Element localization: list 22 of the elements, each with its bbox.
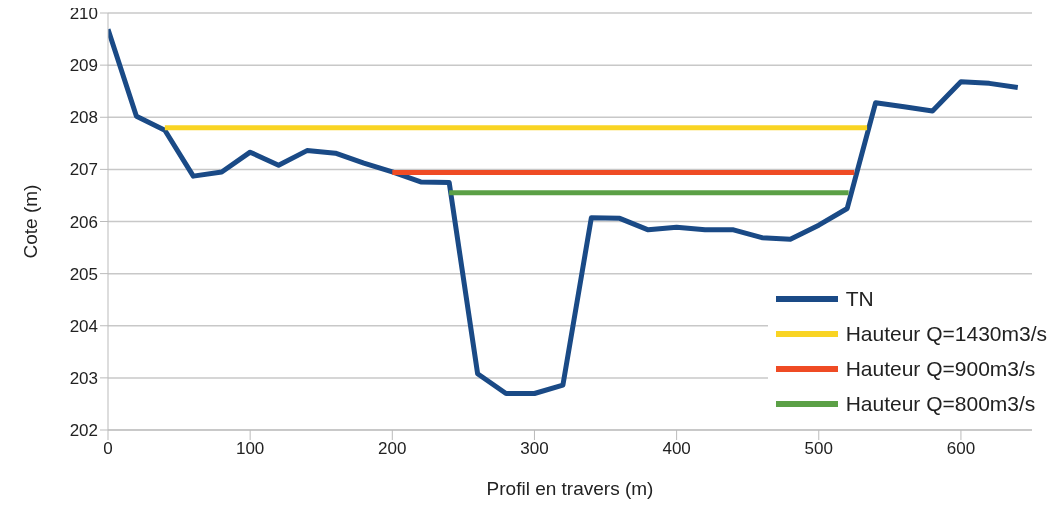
y-tick-label: 208 xyxy=(69,108,98,128)
y-tick-label: 206 xyxy=(69,212,98,232)
legend-label: Hauteur Q=1430m3/s xyxy=(845,321,1047,346)
x-tick-label: 200 xyxy=(378,439,407,459)
legend-label: Hauteur Q=800m3/s xyxy=(845,391,1036,416)
y-tick-label: 210 xyxy=(69,4,98,24)
x-tick-label: 100 xyxy=(235,439,265,459)
y-tick-label: 205 xyxy=(69,264,98,284)
legend-label: Hauteur Q=900m3/s xyxy=(845,356,1036,381)
x-tick-label: 0 xyxy=(103,439,113,459)
y-tick-label: 209 xyxy=(69,56,98,76)
y-axis-title: Cote (m) xyxy=(19,184,41,259)
y-tick-label: 202 xyxy=(69,421,98,441)
y-tick-label: 207 xyxy=(69,160,98,180)
y-tick-label: 203 xyxy=(69,368,98,388)
y-tick-label: 204 xyxy=(69,316,98,336)
x-tick-label: 500 xyxy=(804,439,833,459)
legend-label: TN xyxy=(845,286,874,311)
x-tick-label: 400 xyxy=(662,439,691,459)
x-axis-title: Profil en travers (m) xyxy=(486,478,654,499)
x-tick-label: 600 xyxy=(946,439,976,459)
x-tick-label: 300 xyxy=(520,439,549,459)
